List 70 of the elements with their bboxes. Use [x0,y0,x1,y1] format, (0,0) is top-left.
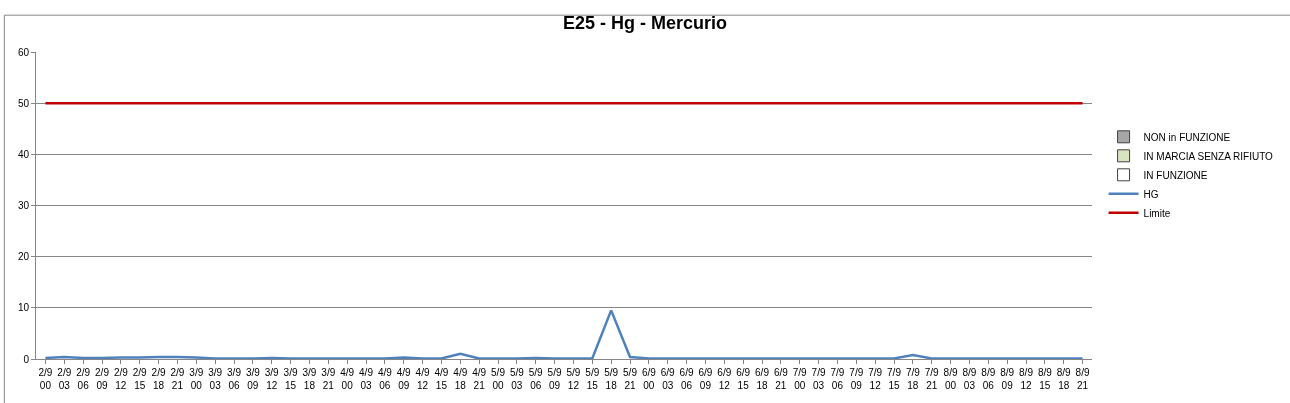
x-tick-label: 8/9 12 [1019,367,1034,391]
legend-label: IN MARCIA SENZA RIFIUTO [1143,150,1274,162]
x-tick-label: 7/9 06 [830,367,845,391]
y-tick-label: 60 [17,46,30,58]
x-tick-label: 4/9 12 [415,367,430,391]
x-tick-label: 4/9 06 [377,367,393,391]
x-tick-label: 5/9 09 [547,367,562,391]
x-tick-label: 7/9 00 [792,367,808,391]
legend-label: Limite [1143,207,1171,219]
x-tick-label: 7/9 09 [849,367,864,391]
y-tick-label: 20 [17,251,30,263]
x-tick-label: 5/9 18 [604,367,619,391]
x-tick-label: 6/9 15 [736,367,751,391]
x-tick-label: 2/9 00 [38,367,53,391]
x-tick-label: 6/9 09 [698,367,713,391]
x-tick-label: 5/9 12 [566,367,581,391]
x-tick-label: 4/9 09 [396,367,412,391]
x-tick-label: 7/9 15 [887,367,902,391]
y-tick-label: 0 [23,353,30,365]
x-tick-label: 5/9 15 [585,367,600,391]
x-tick-label: 4/9 21 [472,367,487,391]
line-series [44,309,1084,359]
x-tick-label: 6/9 21 [773,367,789,391]
x-tick-label: 7/9 03 [811,367,826,391]
x-tick-label: 3/9 00 [189,367,204,391]
x-tick-label: 2/9 09 [95,367,110,391]
x-tick-label: 4/9 18 [453,367,468,391]
x-tick-label: 3/9 12 [264,367,280,391]
x-tick-label: 3/9 06 [227,367,242,391]
x-tick-label: 3/9 15 [283,367,298,391]
x-tick-label: 3/9 03 [208,367,223,391]
x-tick-label: 2/9 18 [151,367,166,391]
x-tick-label: 6/9 18 [755,367,770,391]
y-tick-label: 10 [17,302,30,314]
x-tick-label: 8/9 03 [962,367,977,391]
x-tick-label: 2/9 15 [132,367,148,391]
x-tick-label: 2/9 03 [57,367,72,391]
x-tick-label: 4/9 00 [340,367,355,391]
x-tick-label: 2/9 21 [170,367,185,391]
x-tick-label: 7/9 12 [868,367,883,391]
chart-title: E25 - Hg - Mercurio [562,12,728,33]
x-tick-label: 8/9 21 [1075,367,1090,391]
x-tick-label: 5/9 03 [509,367,525,391]
x-tick-label: 8/9 09 [1000,367,1015,391]
legend-label: NON in FUNZIONE [1143,131,1231,143]
x-tick-label: 4/9 03 [359,367,374,391]
legend-label: HG [1143,188,1159,200]
x-tick-label: 8/9 18 [1056,367,1072,391]
x-tick-label: 8/9 06 [981,367,996,391]
x-tick-label: 7/9 21 [924,367,940,391]
x-tick-label: 5/9 06 [528,367,544,391]
legend-label: IN FUNZIONE [1143,169,1208,181]
x-tick-label: 6/9 03 [660,367,676,391]
x-tick-label: 5/9 21 [623,367,638,391]
x-tick-label: 3/9 21 [321,367,336,391]
x-tick-label: 4/9 15 [434,367,449,391]
x-tick-label: 8/9 00 [943,367,958,391]
x-tick-label: 5/9 00 [491,367,506,391]
x-tick-label: 8/9 15 [1037,367,1053,391]
x-tick-label: 6/9 00 [641,367,657,391]
x-tick-label: 6/9 06 [679,367,694,391]
x-tick-label: 2/9 06 [76,367,91,391]
x-tick-label: 7/9 18 [905,367,921,391]
y-tick-label: 50 [17,97,30,109]
y-tick-label: 30 [17,200,30,211]
y-tick-label: 40 [17,148,30,160]
x-tick-label: 3/9 18 [302,367,317,391]
x-tick-label: 3/9 09 [245,367,261,391]
x-tick-label: 6/9 12 [717,367,732,391]
x-tick-label: 2/9 12 [113,367,129,391]
